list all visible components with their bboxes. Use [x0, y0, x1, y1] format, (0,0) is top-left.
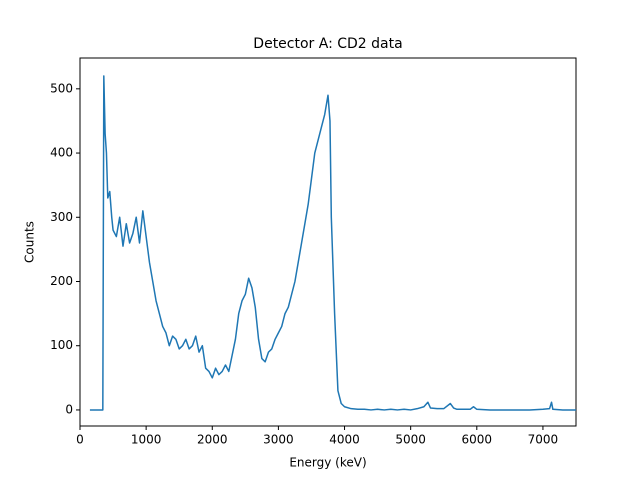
y-tick-label: 300	[50, 210, 73, 224]
y-axis-label: Counts	[23, 221, 37, 263]
x-tick-label: 2000	[197, 433, 228, 447]
plot-frame	[79, 57, 577, 427]
y-tick-label: 200	[50, 274, 73, 288]
x-tick-label: 3000	[263, 433, 294, 447]
x-tick-label: 4000	[329, 433, 360, 447]
y-tick-label: 100	[50, 338, 73, 352]
x-tick-label: 1000	[131, 433, 162, 447]
x-axis-label: Energy (keV)	[289, 456, 366, 470]
y-tick-label: 500	[50, 81, 73, 95]
x-tick-label: 0	[76, 433, 84, 447]
data-line	[89, 75, 576, 411]
y-tick-label: 0	[65, 402, 73, 416]
y-tick-label: 400	[50, 146, 73, 160]
x-tick-label: 5000	[395, 433, 426, 447]
chart-title: Detector A: CD2 data	[253, 36, 402, 52]
x-tick-label: 7000	[528, 433, 559, 447]
x-tick-label: 6000	[462, 433, 493, 447]
